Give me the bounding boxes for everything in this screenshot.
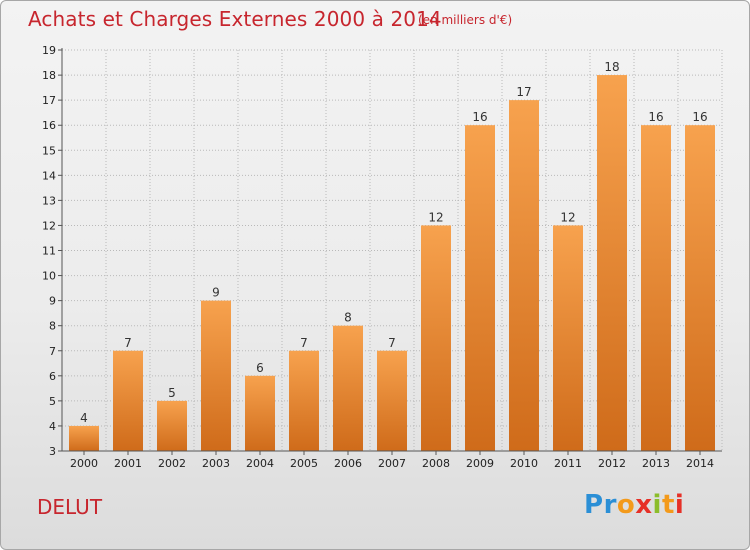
- bar: [641, 125, 671, 451]
- x-tick-label: 2011: [554, 457, 582, 470]
- x-tick-label: 2014: [686, 457, 714, 470]
- bar: [157, 400, 187, 451]
- logo-letter: t: [661, 490, 675, 520]
- x-tick-label: 2003: [202, 457, 230, 470]
- y-tick-label: 8: [49, 320, 56, 333]
- bar-value-label: 7: [388, 336, 396, 350]
- bar: [597, 75, 627, 451]
- bar: [465, 125, 495, 451]
- bar-value-label: 18: [604, 60, 619, 74]
- bar-value-label: 12: [428, 210, 443, 224]
- bar: [245, 375, 275, 451]
- y-tick-label: 5: [49, 395, 56, 408]
- x-tick-label: 2001: [114, 457, 142, 470]
- y-tick-label: 6: [49, 370, 56, 383]
- proxiti-logo[interactable]: Proxiti: [584, 490, 684, 520]
- x-tick-label: 2008: [422, 457, 450, 470]
- bar-value-label: 9: [212, 286, 220, 300]
- logo-letter: r: [603, 490, 617, 520]
- y-tick-label: 9: [49, 295, 56, 308]
- axis-layer: 3 4 5 6 7 8 9 10 11 12 13 14 15 16 17 18 19 2000 2001 2002 2…: [42, 44, 722, 470]
- bar: [333, 325, 363, 451]
- bar-value-label: 4: [80, 411, 88, 425]
- bar-value-label: 6: [256, 361, 264, 375]
- y-tick-label: 4: [49, 420, 56, 433]
- chart-title: Achats et Charges Externes 2000 à 2014: [28, 7, 442, 31]
- y-tick-label: 7: [49, 345, 56, 358]
- bar-value-label: 16: [472, 110, 487, 124]
- bar: [553, 225, 583, 451]
- bar: [289, 350, 319, 451]
- x-tick-label: 2007: [378, 457, 406, 470]
- bar-value-label: 16: [648, 110, 663, 124]
- x-tick-label: 2013: [642, 457, 670, 470]
- logo-letter: P: [584, 490, 604, 520]
- bar-value-label: 12: [560, 210, 575, 224]
- commune-name: DELUT: [37, 495, 103, 519]
- y-tick-label: 11: [42, 245, 56, 258]
- bar: [201, 300, 231, 451]
- y-tick-label: 10: [42, 270, 56, 283]
- y-tick-label: 16: [42, 119, 56, 132]
- logo-letter: i: [652, 490, 662, 520]
- y-tick-label: 17: [42, 94, 56, 107]
- x-tick-label: 2010: [510, 457, 538, 470]
- x-tick-label: 2005: [290, 457, 318, 470]
- bar-value-label: 8: [344, 311, 352, 325]
- logo-letter: x: [635, 490, 653, 520]
- bar: [377, 350, 407, 451]
- x-tick-label: 2006: [334, 457, 362, 470]
- x-tick-label: 2002: [158, 457, 186, 470]
- bar-value-label: 7: [124, 336, 132, 350]
- bar: [509, 100, 539, 451]
- bars-layer: 4 7 5 9 6 7 8 7 12 16 17 12 18 16 16: [69, 60, 715, 451]
- bar: [421, 225, 451, 451]
- bar-value-label: 5: [168, 386, 176, 400]
- bar: [113, 350, 143, 451]
- x-tick-label: 2012: [598, 457, 626, 470]
- x-tick-label: 2000: [70, 457, 98, 470]
- bar-value-label: 17: [516, 85, 531, 99]
- y-tick-label: 3: [49, 445, 56, 458]
- x-tick-label: 2009: [466, 457, 494, 470]
- logo-letter: i: [674, 490, 685, 520]
- logo-letter: o: [616, 490, 636, 520]
- y-tick-label: 14: [42, 169, 56, 182]
- bar-value-label: 16: [692, 110, 707, 124]
- bar: [69, 425, 99, 451]
- y-tick-label: 15: [42, 144, 56, 157]
- y-tick-label: 12: [42, 219, 56, 232]
- chart-subtitle: (en milliers d'€): [418, 13, 513, 27]
- y-tick-label: 18: [42, 69, 56, 82]
- x-tick-label: 2004: [246, 457, 274, 470]
- bar-value-label: 7: [300, 336, 308, 350]
- y-tick-label: 13: [42, 194, 56, 207]
- bar: [685, 125, 715, 451]
- y-tick-label: 19: [42, 44, 56, 57]
